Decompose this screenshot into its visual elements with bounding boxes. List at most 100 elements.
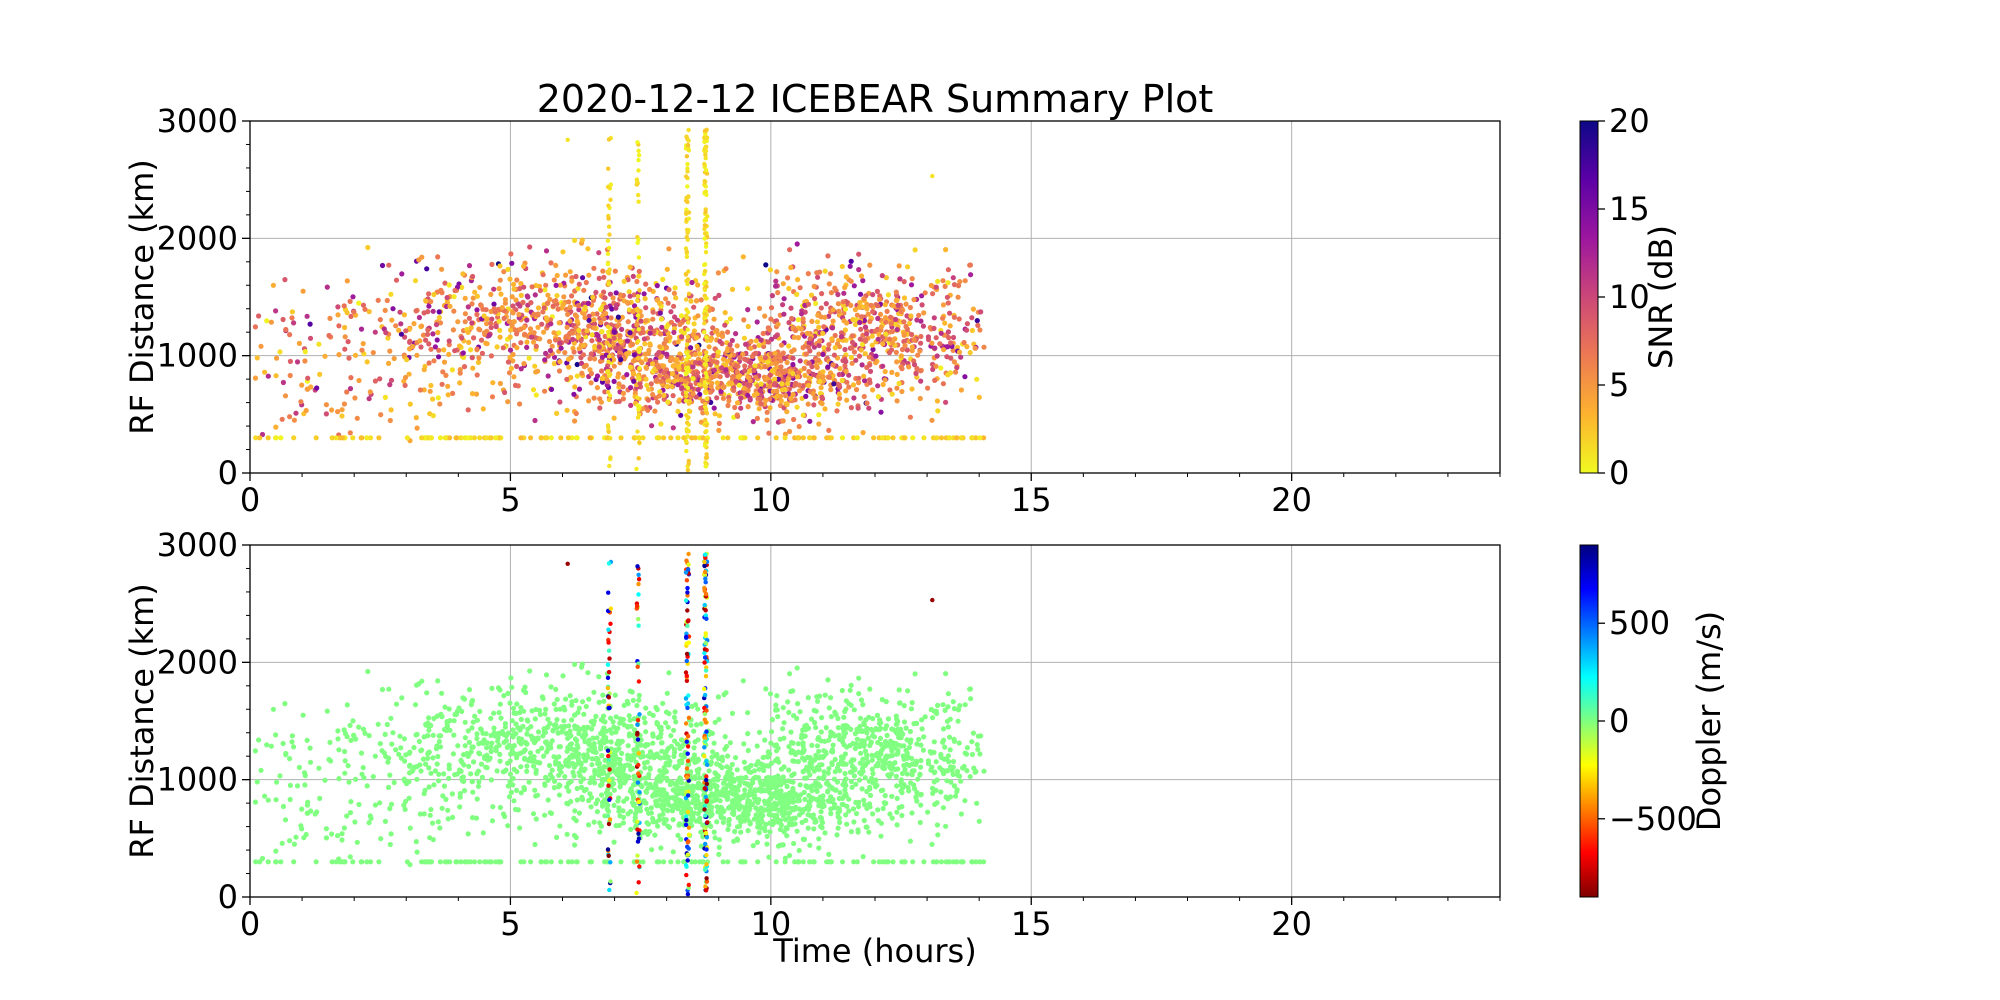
snr-point xyxy=(658,421,664,427)
snr-point xyxy=(606,137,612,142)
doppler-point xyxy=(514,755,520,761)
snr-point xyxy=(558,435,564,441)
snr-point xyxy=(686,138,691,143)
snr-point xyxy=(706,369,713,375)
snr-point xyxy=(643,356,649,362)
doppler-point xyxy=(403,752,409,758)
snr-point xyxy=(816,412,822,418)
snr-point xyxy=(685,199,690,205)
snr-point xyxy=(419,323,425,329)
snr-point xyxy=(457,343,463,349)
doppler-point xyxy=(589,756,595,762)
snr-point xyxy=(391,355,397,362)
doppler-point xyxy=(841,714,847,720)
snr-point xyxy=(795,277,801,283)
snr-point xyxy=(439,266,445,272)
snr-point xyxy=(929,340,935,346)
snr-point xyxy=(878,409,884,415)
doppler-point xyxy=(470,719,476,725)
doppler-point xyxy=(859,786,865,792)
doppler-point xyxy=(842,770,848,777)
snr-point xyxy=(639,360,645,366)
doppler-point xyxy=(608,739,614,745)
doppler-point xyxy=(652,832,658,838)
snr-point xyxy=(794,374,801,380)
snr-point xyxy=(864,400,870,406)
doppler-point xyxy=(826,766,832,772)
doppler-point xyxy=(940,726,947,732)
snr-point xyxy=(678,412,684,418)
snr-point xyxy=(957,279,963,285)
snr-point xyxy=(555,306,561,312)
snr-point xyxy=(458,435,464,441)
snr-point xyxy=(843,388,849,394)
snr-point xyxy=(378,412,384,418)
snr-point xyxy=(347,298,353,304)
snr-point xyxy=(637,366,642,371)
doppler-point xyxy=(805,695,811,701)
doppler-point xyxy=(473,815,480,821)
snr-point xyxy=(426,360,432,366)
snr-point xyxy=(964,321,971,327)
snr-point xyxy=(704,353,709,359)
doppler-point xyxy=(593,713,599,720)
snr-point xyxy=(348,375,354,381)
snr-point xyxy=(524,317,530,323)
snr-point xyxy=(702,145,708,151)
snr-point xyxy=(782,435,788,441)
snr-point xyxy=(465,329,471,335)
doppler-point xyxy=(572,842,578,848)
snr-point xyxy=(975,322,981,328)
snr-point xyxy=(702,178,707,184)
snr-point xyxy=(580,343,587,349)
snr-point xyxy=(788,264,794,271)
doppler-point xyxy=(554,834,560,841)
snr-point xyxy=(800,345,806,351)
doppler-point xyxy=(452,711,458,718)
snr-point xyxy=(769,293,776,299)
snr-point xyxy=(643,305,649,311)
snr-point xyxy=(445,392,451,398)
snr-point xyxy=(462,295,468,301)
doppler-point xyxy=(744,781,750,787)
snr-point xyxy=(252,375,259,381)
snr-point xyxy=(839,263,845,270)
snr-point xyxy=(816,324,822,330)
snr-point xyxy=(528,435,534,441)
snr-point xyxy=(642,341,648,347)
doppler-point xyxy=(291,744,297,750)
doppler-point xyxy=(706,768,712,774)
doppler-point xyxy=(767,751,773,757)
snr-point xyxy=(795,335,802,341)
doppler-point xyxy=(786,709,792,716)
snr-point xyxy=(828,370,834,376)
snr-point xyxy=(470,295,476,301)
doppler-point xyxy=(477,708,483,715)
snr-point xyxy=(832,332,838,339)
doppler-point xyxy=(981,768,987,774)
snr-point xyxy=(888,321,894,327)
snr-point xyxy=(708,384,714,390)
doppler-point xyxy=(378,836,384,842)
doppler-point xyxy=(882,801,888,807)
doppler-point xyxy=(557,706,563,712)
doppler-point xyxy=(694,722,700,728)
snr-point xyxy=(399,271,405,277)
doppler-point xyxy=(557,823,563,829)
snr-point xyxy=(575,285,581,292)
snr-point xyxy=(675,382,681,388)
snr-point xyxy=(973,435,979,441)
snr-point xyxy=(606,329,611,335)
snr-point xyxy=(303,407,309,414)
snr-point xyxy=(808,292,815,298)
snr-point xyxy=(785,275,791,281)
doppler-point xyxy=(974,742,980,748)
snr-point xyxy=(718,388,724,394)
snr-point xyxy=(293,410,299,416)
snr-point xyxy=(803,351,809,357)
doppler-point xyxy=(781,735,787,741)
snr-point xyxy=(450,327,456,333)
snr-point xyxy=(711,405,717,411)
snr-point xyxy=(861,393,867,400)
snr-point xyxy=(930,435,937,441)
